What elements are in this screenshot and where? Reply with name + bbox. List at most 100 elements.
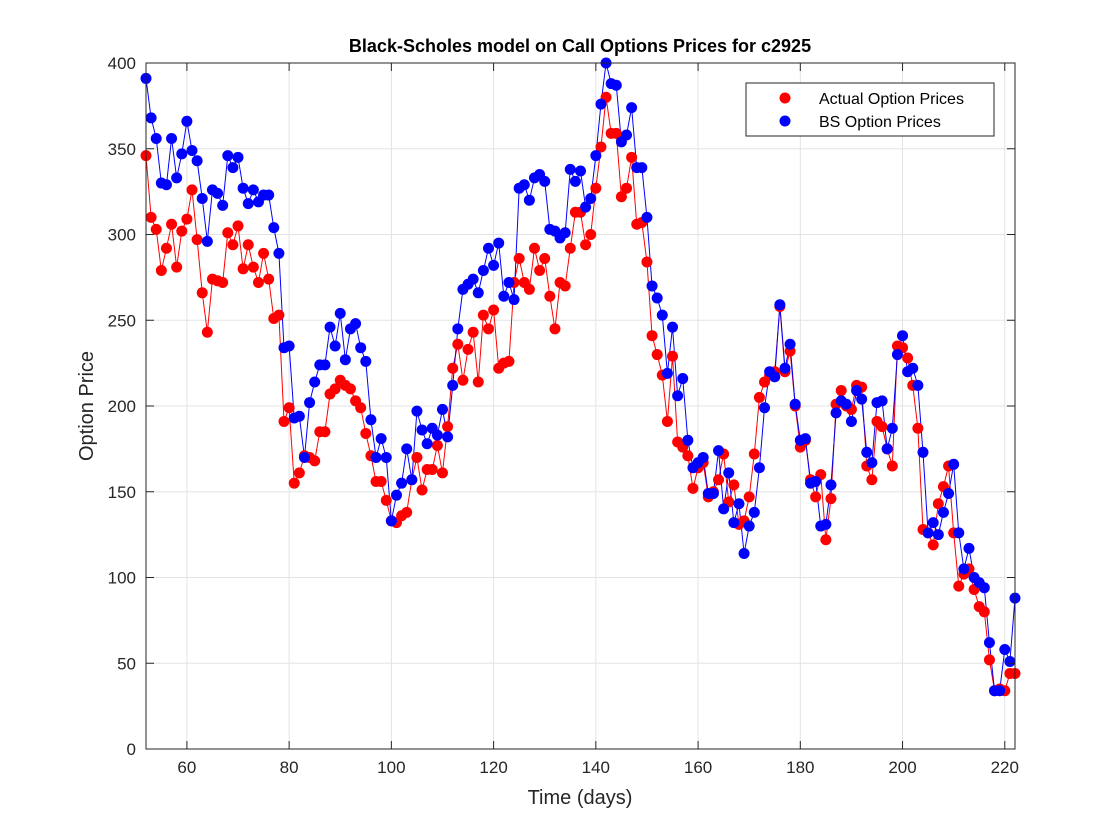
data-point-bs xyxy=(488,259,500,271)
data-point-bs xyxy=(401,443,413,455)
data-point-actual xyxy=(237,263,249,275)
data-point-bs xyxy=(212,187,224,199)
data-point-actual xyxy=(912,422,924,434)
series-points xyxy=(140,57,1021,697)
data-point-bs xyxy=(661,367,673,379)
data-point-bs xyxy=(145,112,157,124)
data-point-bs xyxy=(191,155,203,167)
data-point-bs xyxy=(983,637,995,649)
data-point-bs xyxy=(784,338,796,350)
data-point-bs xyxy=(411,405,423,417)
data-point-bs xyxy=(416,424,428,436)
data-point-bs xyxy=(651,292,663,304)
data-point-actual xyxy=(166,218,178,230)
data-point-actual xyxy=(171,261,183,273)
data-point-actual xyxy=(380,494,392,506)
x-tick-label: 220 xyxy=(991,758,1019,777)
data-point-bs xyxy=(932,529,944,541)
y-tick-label: 100 xyxy=(108,569,136,588)
data-point-bs xyxy=(477,265,489,277)
data-point-bs xyxy=(421,438,433,450)
data-point-bs xyxy=(994,685,1006,697)
data-point-actual xyxy=(626,151,638,163)
data-point-actual xyxy=(503,355,515,367)
data-point-actual xyxy=(222,227,234,239)
data-point-actual xyxy=(309,455,321,467)
data-point-actual xyxy=(258,247,270,259)
data-point-bs xyxy=(861,446,873,458)
data-point-bs xyxy=(186,144,198,156)
data-point-bs xyxy=(237,182,249,194)
data-point-bs xyxy=(406,474,418,486)
data-point-bs xyxy=(370,451,382,463)
data-point-actual xyxy=(457,374,469,386)
data-point-actual xyxy=(488,304,500,316)
data-point-bs xyxy=(431,429,443,441)
data-point-bs xyxy=(595,98,607,110)
data-point-bs xyxy=(753,462,765,474)
data-point-bs xyxy=(293,410,305,422)
data-point-bs xyxy=(656,309,668,321)
x-tick-label: 120 xyxy=(479,758,507,777)
data-point-actual xyxy=(217,277,229,289)
data-point-actual xyxy=(344,383,356,395)
data-point-bs xyxy=(329,340,341,352)
data-point-bs xyxy=(309,376,321,388)
data-point-bs xyxy=(181,115,193,127)
data-point-bs xyxy=(677,373,689,385)
data-point-bs xyxy=(166,132,178,144)
data-point-actual xyxy=(978,606,990,618)
data-point-bs xyxy=(748,506,760,518)
data-point-actual xyxy=(263,273,275,285)
data-point-bs xyxy=(830,407,842,419)
data-point-bs xyxy=(851,385,863,397)
data-point-bs xyxy=(385,515,397,527)
data-point-bs xyxy=(723,467,735,479)
data-point-actual xyxy=(155,265,167,277)
data-point-actual xyxy=(416,484,428,496)
data-point-actual xyxy=(825,493,837,505)
data-point-actual xyxy=(866,474,878,486)
data-point-bs xyxy=(482,242,494,254)
data-point-bs xyxy=(610,79,622,91)
data-point-bs xyxy=(937,506,949,518)
data-point-actual xyxy=(227,239,239,251)
data-point-actual xyxy=(447,362,459,374)
data-point-bs xyxy=(891,349,903,361)
data-point-bs xyxy=(380,451,392,463)
y-tick-label: 350 xyxy=(108,140,136,159)
data-point-actual xyxy=(523,283,535,295)
data-point-actual xyxy=(886,460,898,472)
legend-label-actual: Actual Option Prices xyxy=(819,91,964,108)
data-point-actual xyxy=(953,580,965,592)
data-point-bs xyxy=(590,150,602,162)
data-point-bs xyxy=(396,477,408,489)
y-tick-label: 300 xyxy=(108,226,136,245)
data-point-actual xyxy=(252,277,264,289)
data-point-bs xyxy=(171,172,183,184)
data-point-bs xyxy=(927,517,939,529)
data-point-bs xyxy=(825,479,837,491)
data-point-bs xyxy=(978,582,990,594)
data-point-actual xyxy=(595,141,607,153)
data-point-bs xyxy=(201,235,213,247)
legend: Actual Option Prices BS Option Prices xyxy=(745,82,995,137)
data-point-bs xyxy=(728,517,740,529)
data-point-bs xyxy=(876,395,888,407)
data-point-actual xyxy=(431,439,443,451)
data-point-actual xyxy=(544,290,556,302)
data-point-bs xyxy=(917,446,929,458)
data-point-actual xyxy=(564,242,576,254)
data-point-bs xyxy=(222,150,234,162)
legend-box xyxy=(745,82,995,137)
data-point-actual xyxy=(835,385,847,397)
x-tick-label: 60 xyxy=(177,758,196,777)
data-point-actual xyxy=(728,479,740,491)
y-tick-label: 400 xyxy=(108,54,136,73)
data-point-bs xyxy=(334,307,346,319)
data-point-bs xyxy=(845,415,857,427)
data-point-actual xyxy=(713,474,725,486)
data-point-bs xyxy=(897,330,909,342)
data-point-bs xyxy=(646,280,658,292)
data-point-actual xyxy=(452,338,464,350)
